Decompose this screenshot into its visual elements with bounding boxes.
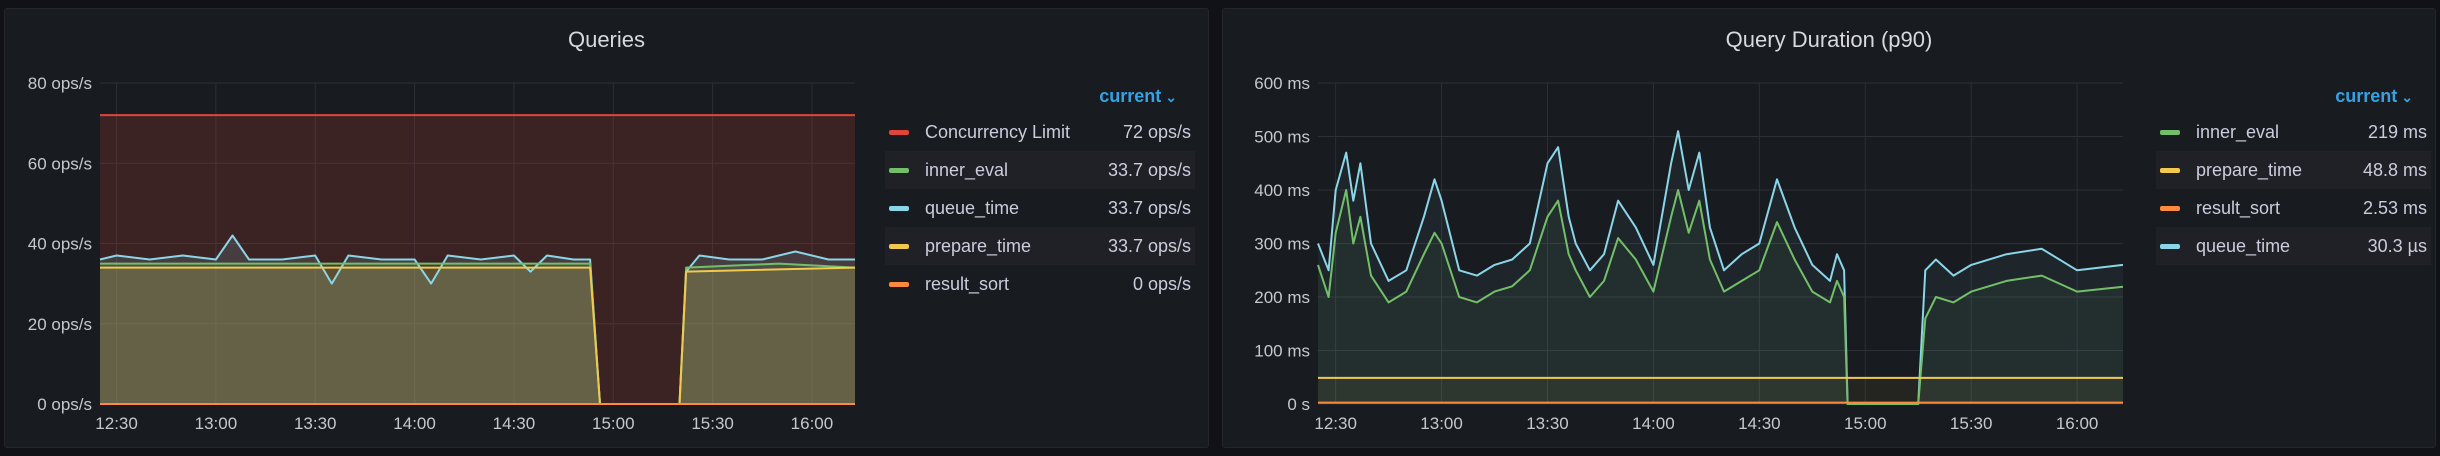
legend-item[interactable]: prepare_time 33.7 ops/s <box>885 227 1195 265</box>
x-tick-label: 13:00 <box>1420 414 1463 433</box>
legend-item-name: prepare_time <box>925 235 1032 256</box>
y-tick-label: 80 ops/s <box>28 74 92 93</box>
series-color-swatch <box>2160 129 2180 135</box>
legend-item-value: 33.7 ops/s <box>1107 159 1191 180</box>
legend-item[interactable]: inner_eval 219 ms <box>2156 113 2431 151</box>
series-color-swatch <box>889 129 909 135</box>
series-line-queue_time <box>99 234 855 405</box>
series-area-prepare_time <box>100 267 855 404</box>
x-tick-label: 13:30 <box>294 414 337 433</box>
legend-item-value: 30.3 µs <box>2367 235 2427 256</box>
chevron-down-icon: ⌄ <box>1165 89 1177 105</box>
panel-title[interactable]: Query Duration (p90) <box>1725 27 1933 52</box>
y-tick-label: 0 s <box>1287 395 1310 414</box>
series-area-queue_time <box>1318 131 2123 404</box>
series-color-swatch <box>2160 243 2180 249</box>
queries-panel: Queries 0 ops/s 20 ops/s 40 ops/s 60 ops/s 8… <box>4 8 1209 448</box>
legend-item-name: Concurrency Limit <box>925 121 1071 142</box>
legend-item-value: 33.7 ops/s <box>1107 235 1191 256</box>
query-duration-panel: Query Duration (p90) 0 s 100 ms 200 ms 300 … <box>1222 8 2436 448</box>
series-color-swatch <box>889 167 909 173</box>
legend-item-name: inner_eval <box>2196 121 2280 142</box>
legend-sort-current[interactable]: current ⌄ <box>2156 79 2431 113</box>
legend-item-value: 33.7 ops/s <box>1107 197 1191 218</box>
series-line-inner_eval <box>100 262 856 405</box>
x-tick-label: 16:00 <box>791 414 834 433</box>
panel-title[interactable]: Queries <box>567 27 646 52</box>
x-tick-label: 13:00 <box>195 414 238 433</box>
legend-item-value: 48.8 ms <box>2362 159 2427 180</box>
query-duration-chart[interactable]: 0 s 100 ms 200 ms 300 ms 400 ms 500 ms 600 ms 1… <box>1223 9 2437 449</box>
y-tick-label: 200 ms <box>1254 288 1310 307</box>
legend-item-name: prepare_time <box>2196 159 2303 180</box>
series-area-queue_time <box>100 235 855 404</box>
legend-header-label: current <box>1099 86 1162 106</box>
y-tick-label: 600 ms <box>1254 74 1310 93</box>
x-tick-label: 13:30 <box>1526 414 1569 433</box>
x-tick-label: 15:00 <box>592 414 635 433</box>
legend-item[interactable]: inner_eval 33.7 ops/s <box>885 151 1195 189</box>
series-color-swatch <box>889 243 909 249</box>
legend-item[interactable]: queue_time 33.7 ops/s <box>885 189 1195 227</box>
queries-chart[interactable]: 0 ops/s 20 ops/s 40 ops/s 60 ops/s 80 ops/s 1… <box>5 9 1210 449</box>
x-tick-label: 15:00 <box>1844 414 1887 433</box>
legend-item-value: 72 ops/s <box>1122 121 1191 142</box>
series-color-swatch <box>2160 167 2180 173</box>
series-color-swatch <box>889 281 909 287</box>
x-tick-label: 14:00 <box>393 414 436 433</box>
queries-legend: current ⌄ Concurrency Limit 72 ops/s inne… <box>885 79 1195 303</box>
legend-item-name: queue_time <box>2196 235 2291 256</box>
x-tick-label: 14:30 <box>1738 414 1781 433</box>
x-tick-label: 12:30 <box>1314 414 1357 433</box>
legend-item-value: 219 ms <box>2367 121 2427 142</box>
legend-item-name: queue_time <box>925 197 1020 218</box>
y-tick-label: 100 ms <box>1254 342 1310 361</box>
legend-sort-current[interactable]: current ⌄ <box>885 79 1195 113</box>
legend-item-value: 0 ops/s <box>1132 273 1191 294</box>
x-tick-label: 15:30 <box>1950 414 1993 433</box>
x-tick-label: 14:00 <box>1632 414 1675 433</box>
series-line-inner_eval <box>1317 189 2124 405</box>
x-tick-label: 16:00 <box>2056 414 2099 433</box>
query-duration-legend: current ⌄ inner_eval 219 ms prepare_time … <box>2156 79 2431 265</box>
x-tick-label: 14:30 <box>493 414 536 433</box>
legend-item[interactable]: Concurrency Limit 72 ops/s <box>885 113 1195 151</box>
y-tick-label: 400 ms <box>1254 181 1310 200</box>
series-area-prepare_time <box>1318 377 2123 404</box>
legend-item-name: result_sort <box>925 273 1010 294</box>
series-color-swatch <box>2160 205 2180 211</box>
y-tick-label: 40 ops/s <box>28 235 92 254</box>
legend-item-name: inner_eval <box>925 159 1009 180</box>
series-color-swatch <box>889 205 909 211</box>
series-area-inner_eval <box>1318 190 2123 404</box>
legend-item[interactable]: result_sort 0 ops/s <box>885 265 1195 303</box>
y-tick-label: 20 ops/s <box>28 315 92 334</box>
chevron-down-icon: ⌄ <box>2401 89 2413 105</box>
legend-item[interactable]: queue_time 30.3 µs <box>2156 227 2431 265</box>
y-tick-label: 300 ms <box>1254 235 1310 254</box>
legend-item[interactable]: result_sort 2.53 ms <box>2156 189 2431 227</box>
legend-header-label: current <box>2335 86 2398 106</box>
y-tick-label: 60 ops/s <box>28 154 92 173</box>
y-tick-label: 0 ops/s <box>37 395 92 414</box>
legend-item-name: result_sort <box>2196 197 2281 218</box>
legend-item[interactable]: prepare_time 48.8 ms <box>2156 151 2431 189</box>
x-tick-label: 15:30 <box>691 414 734 433</box>
legend-item-value: 2.53 ms <box>2362 197 2427 218</box>
x-tick-label: 12:30 <box>95 414 138 433</box>
series-area-inner_eval <box>100 263 855 404</box>
y-tick-label: 500 ms <box>1254 128 1310 147</box>
